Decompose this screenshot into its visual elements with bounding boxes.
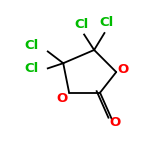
Text: O: O (56, 92, 67, 105)
Text: O: O (109, 116, 120, 129)
Text: Cl: Cl (25, 62, 39, 75)
Text: Cl: Cl (25, 39, 39, 52)
Text: O: O (117, 63, 128, 76)
Text: Cl: Cl (100, 16, 114, 29)
Text: Cl: Cl (75, 18, 89, 31)
